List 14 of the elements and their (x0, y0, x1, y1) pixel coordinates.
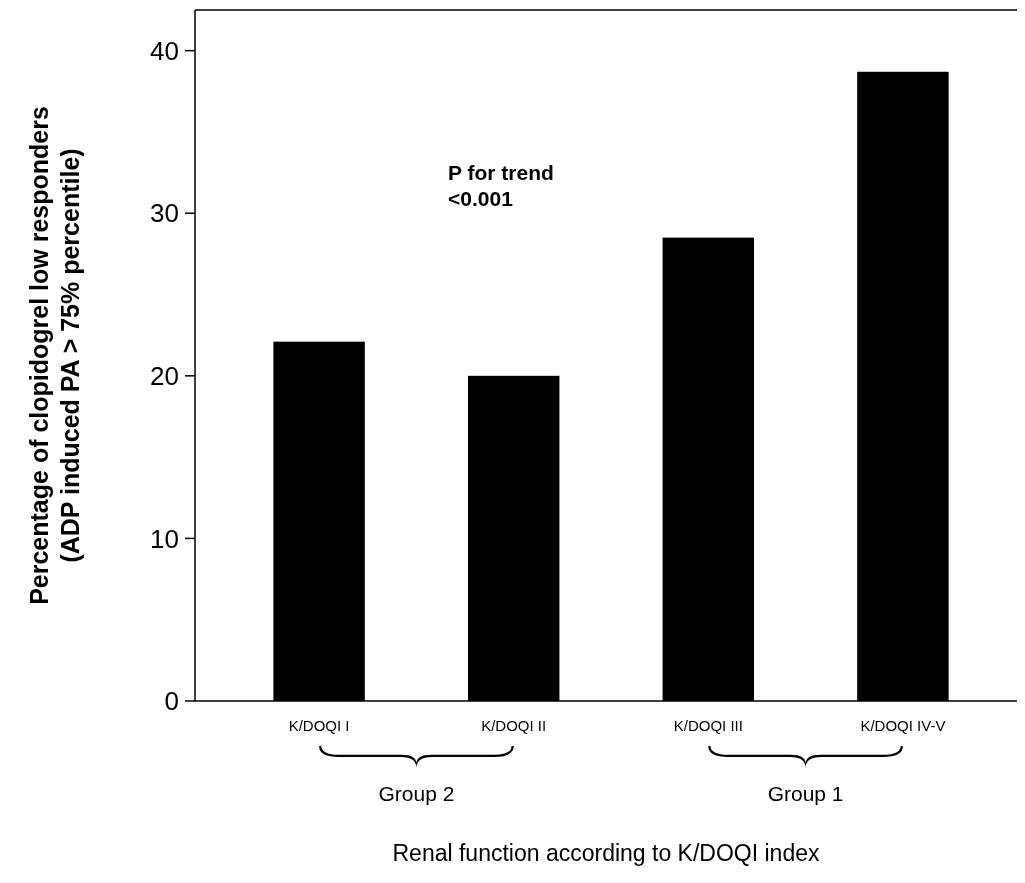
x-axis-title: Renal function according to K/DOQI index (392, 840, 820, 866)
text: Group 1 (767, 782, 844, 805)
y-axis-title: Percentage of clopidogrel low responders (ADP induced PA > 75% percentile) (25, 106, 84, 605)
x-tick-label: K/DOQI I (288, 717, 350, 734)
y-tick-label: 20 (150, 360, 179, 391)
x-tick-label: K/DOQI III (673, 717, 743, 734)
annotation: P for trend <0.001 (448, 161, 554, 210)
y-tick-label: 30 (150, 198, 179, 229)
y-tick-label: 10 (150, 523, 179, 554)
x-tick-label: K/DOQI IV-V (860, 717, 946, 734)
text: Group 2 (378, 782, 455, 805)
y-tick-label: 0 (164, 686, 179, 717)
x-tick-label: K/DOQI II (481, 717, 547, 734)
y-tick-label: 40 (150, 35, 179, 66)
